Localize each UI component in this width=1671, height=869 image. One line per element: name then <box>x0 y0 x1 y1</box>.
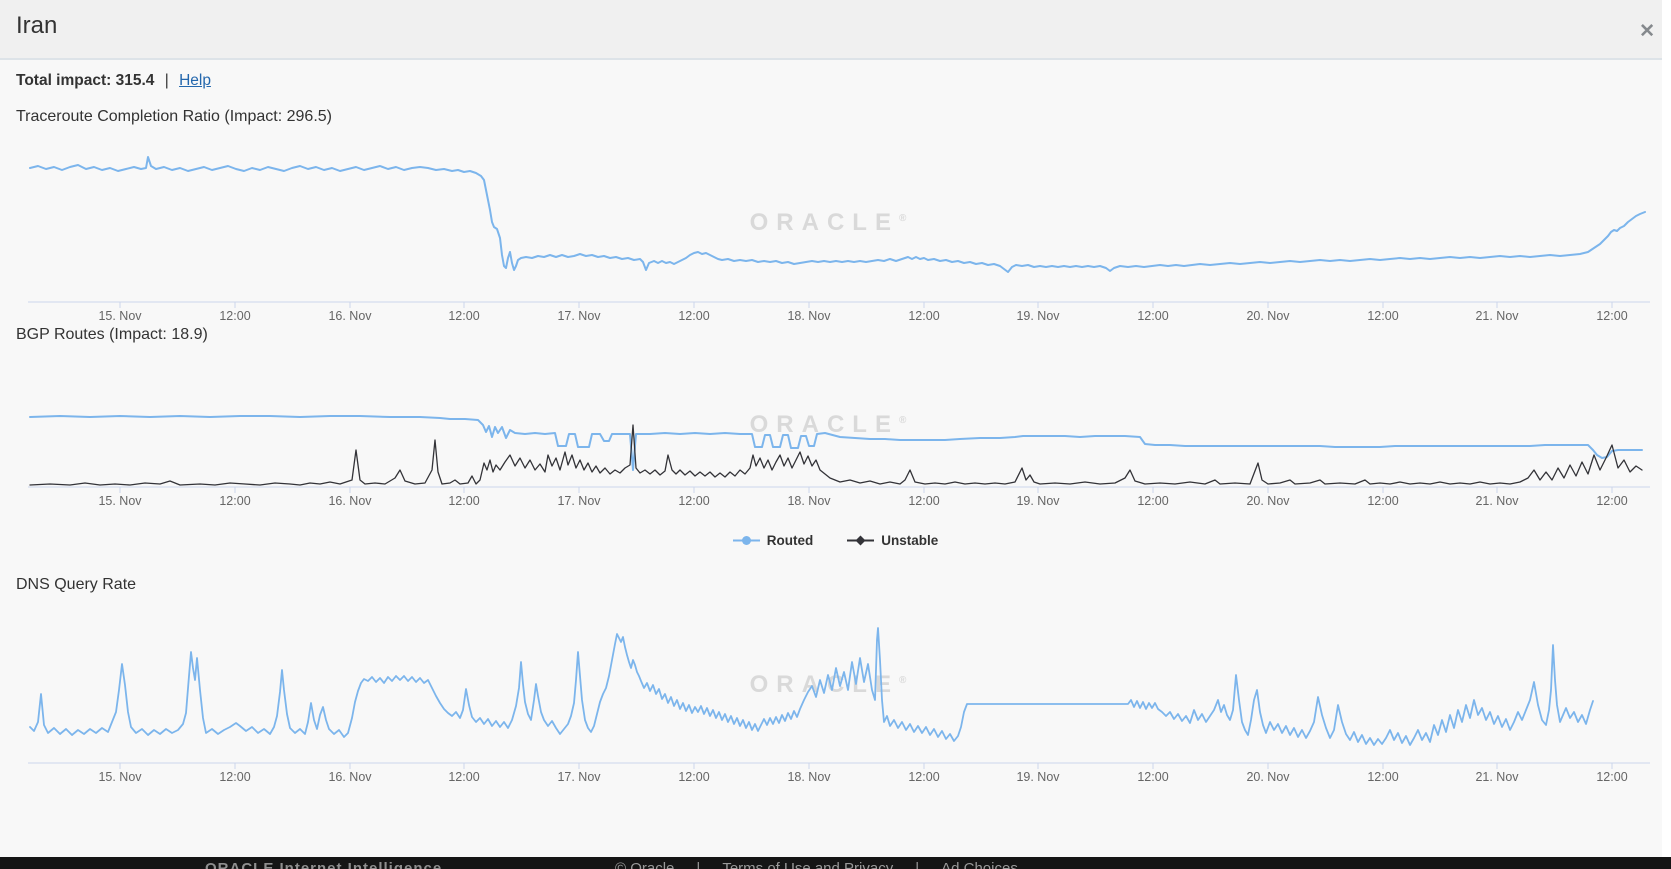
x-axis-label: 12:00 <box>219 494 250 508</box>
x-axis-label: 18. Nov <box>787 770 831 783</box>
series-traceroute-completion-ratio <box>29 156 1646 273</box>
bgp-chart[interactable]: ORACLE® 15. Nov 12:00 16. Nov 12:00 17. Nov 12… <box>0 370 1671 509</box>
x-axis-label: 12:00 <box>448 494 479 508</box>
close-icon[interactable]: ✕ <box>1639 21 1655 42</box>
footer-separator: | <box>696 860 701 869</box>
footer-terms-link[interactable]: Terms of Use and Privacy <box>722 860 894 869</box>
legend-item-routed[interactable]: Routed <box>732 533 814 548</box>
x-axis-label: 17. Nov <box>557 309 601 322</box>
x-axis-label: 19. Nov <box>1016 494 1060 508</box>
x-axis-label: 18. Nov <box>787 494 831 508</box>
legend-label-unstable: Unstable <box>881 533 939 548</box>
modal-title: Iran <box>16 12 58 39</box>
x-axis-label: 12:00 <box>908 309 939 322</box>
x-axis-label: 16. Nov <box>328 494 372 508</box>
x-axis-label: 12:00 <box>1596 770 1627 783</box>
series-dns-query-rate <box>29 627 1594 746</box>
bgp-legend: Routed Unstable <box>0 533 1671 548</box>
footer-copyright: © Oracle <box>615 860 675 869</box>
series-routed <box>29 415 1643 471</box>
x-axis-label: 17. Nov <box>557 770 601 783</box>
x-axis-label: 12:00 <box>1137 770 1168 783</box>
x-axis-label: 16. Nov <box>328 770 372 783</box>
x-axis-label: 12:00 <box>1137 309 1168 322</box>
impact-summary: Total impact: 315.4 | Help <box>16 72 211 90</box>
x-axis-label: 20. Nov <box>1246 494 1290 508</box>
x-axis-label: 12:00 <box>678 494 709 508</box>
x-axis-label: 17. Nov <box>557 494 601 508</box>
scrollbar[interactable] <box>1662 0 1671 869</box>
footer-adchoices-link[interactable]: Ad Choices <box>941 860 1018 869</box>
dns-chart[interactable]: ORACLE® 15. Nov 12:00 16. Nov 12:00 17. Nov 12… <box>0 600 1671 784</box>
x-axis-label: 12:00 <box>1367 309 1398 322</box>
total-impact-value: Total impact: 315.4 <box>16 72 155 89</box>
legend-item-unstable[interactable]: Unstable <box>847 533 938 548</box>
x-axis-label: 12:00 <box>678 770 709 783</box>
oracle-watermark: ORACLE® <box>750 209 907 236</box>
x-axis-label: 12:00 <box>1367 770 1398 783</box>
bgp-chart-title: BGP Routes (Impact: 18.9) <box>16 326 208 343</box>
x-axis-label: 12:00 <box>908 494 939 508</box>
x-axis-label: 12:00 <box>219 309 250 322</box>
x-axis-label: 12:00 <box>1596 494 1627 508</box>
unstable-line-diamond-icon <box>847 535 875 546</box>
x-axis-label: 12:00 <box>678 309 709 322</box>
footer-links: © Oracle | Terms of Use and Privacy | Ad… <box>615 859 1018 869</box>
x-axis-label: 12:00 <box>448 770 479 783</box>
x-axis-label: 12:00 <box>448 309 479 322</box>
x-axis-label: 12:00 <box>1137 494 1168 508</box>
series-unstable <box>29 424 1643 486</box>
footer-separator: | <box>915 860 920 869</box>
modal-header: Iran ✕ <box>0 0 1671 60</box>
traceroute-chart-title: Traceroute Completion Ratio (Impact: 296… <box>16 108 332 125</box>
x-axis-label: 16. Nov <box>328 309 372 322</box>
footer-brand-logo: ORACLE Internet Intelligence <box>205 860 443 869</box>
x-axis-label: 20. Nov <box>1246 770 1290 783</box>
x-axis-label: 18. Nov <box>787 309 831 322</box>
x-axis-label: 12:00 <box>219 770 250 783</box>
x-axis-label: 15. Nov <box>98 494 142 508</box>
x-axis-label: 12:00 <box>1596 309 1627 322</box>
page-footer: ORACLE Internet Intelligence © Oracle | … <box>0 857 1671 869</box>
legend-label-routed: Routed <box>766 533 814 548</box>
x-axis-label: 21. Nov <box>1475 494 1519 508</box>
help-link[interactable]: Help <box>179 72 211 89</box>
summary-separator: | <box>164 72 169 89</box>
x-axis-label: 19. Nov <box>1016 309 1060 322</box>
x-axis-label: 15. Nov <box>98 770 142 783</box>
x-axis-label: 21. Nov <box>1475 309 1519 322</box>
x-axis-label: 12:00 <box>1367 494 1398 508</box>
dns-chart-title: DNS Query Rate <box>16 576 137 593</box>
x-axis-label: 19. Nov <box>1016 770 1060 783</box>
x-axis-label: 21. Nov <box>1475 770 1519 783</box>
x-axis-label: 20. Nov <box>1246 309 1290 322</box>
traceroute-chart[interactable]: ORACLE® 15. Nov 12:00 16. Nov 12:00 17. Nov 12… <box>0 138 1671 323</box>
x-axis-label: 12:00 <box>908 770 939 783</box>
x-axis-label: 15. Nov <box>98 309 142 322</box>
routed-line-circle-icon <box>732 536 760 545</box>
